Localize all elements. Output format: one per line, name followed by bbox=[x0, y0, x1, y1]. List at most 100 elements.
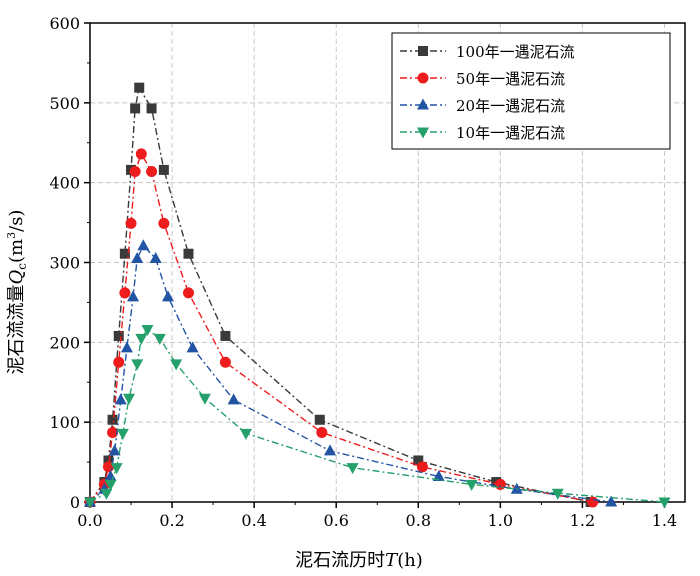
data-point bbox=[120, 341, 133, 353]
data-point bbox=[119, 248, 130, 259]
legend-marker bbox=[417, 98, 429, 110]
data-point bbox=[494, 478, 506, 490]
data-point bbox=[125, 217, 137, 229]
y-axis-title-var: Q bbox=[6, 269, 27, 284]
series-4 bbox=[84, 325, 671, 509]
data-point bbox=[107, 427, 119, 439]
y-tick-label: 500 bbox=[49, 94, 80, 113]
data-point bbox=[658, 497, 671, 509]
data-point bbox=[346, 463, 359, 475]
x-tick-label: 1.0 bbox=[488, 511, 513, 530]
y-tick-label: 0 bbox=[70, 493, 80, 512]
legend-item: 100年一遇泥石流 bbox=[400, 43, 575, 61]
data-point bbox=[134, 82, 145, 93]
legend-box bbox=[391, 32, 671, 150]
data-point bbox=[219, 356, 231, 368]
data-point bbox=[127, 290, 140, 302]
data-point bbox=[100, 488, 113, 500]
series-line bbox=[89, 328, 665, 503]
y-tick-label: 300 bbox=[49, 254, 80, 273]
legend-marker bbox=[417, 127, 429, 139]
x-axis-title-prefix: 泥石流历时 bbox=[295, 550, 385, 571]
data-point bbox=[141, 325, 154, 337]
data-point bbox=[104, 479, 117, 491]
data-point bbox=[129, 165, 141, 177]
legend-marker bbox=[417, 72, 429, 84]
data-point bbox=[227, 393, 240, 405]
y-tick-label: 400 bbox=[49, 174, 80, 193]
legend-label: 50年一遇泥石流 bbox=[456, 70, 565, 88]
y-tick-label: 100 bbox=[49, 413, 80, 432]
data-point bbox=[416, 461, 428, 473]
y-axis-title: 泥石流流量Qc(m3/s) bbox=[5, 210, 29, 375]
data-point bbox=[465, 479, 478, 491]
x-tick-label: 0.0 bbox=[77, 511, 102, 530]
data-point bbox=[158, 217, 170, 229]
y-tick-label: 600 bbox=[49, 14, 80, 33]
y-axis-title-unit-sup: 3 bbox=[5, 232, 18, 239]
data-point bbox=[239, 428, 252, 440]
data-point bbox=[131, 252, 144, 264]
data-point bbox=[510, 482, 523, 494]
data-point bbox=[324, 444, 337, 456]
legend-label: 100年一遇泥石流 bbox=[456, 43, 575, 61]
data-point bbox=[137, 239, 150, 251]
series-line bbox=[89, 244, 612, 503]
data-point bbox=[186, 341, 199, 353]
y-axis-title-sub: c bbox=[15, 263, 29, 270]
data-point bbox=[314, 414, 325, 425]
legend-item: 20年一遇泥石流 bbox=[400, 97, 565, 115]
data-point bbox=[108, 444, 121, 456]
data-point bbox=[135, 148, 147, 160]
data-point bbox=[103, 455, 114, 466]
y-tick-label: 200 bbox=[49, 333, 80, 352]
x-tick-label: 1.2 bbox=[570, 511, 595, 530]
x-tick-label: 0.2 bbox=[159, 511, 184, 530]
data-point bbox=[122, 393, 135, 405]
y-axis-title-prefix: 泥石流流量 bbox=[6, 284, 27, 374]
data-point bbox=[113, 330, 124, 341]
y-axis-title-unit-pre: (m bbox=[6, 239, 27, 263]
data-point bbox=[114, 393, 127, 405]
data-point bbox=[149, 252, 162, 264]
data-point bbox=[432, 469, 445, 481]
x-axis-title-unit: (h) bbox=[397, 550, 423, 571]
series-2 bbox=[84, 148, 599, 508]
data-point bbox=[113, 356, 125, 368]
y-axis-title-unit-post: /s) bbox=[6, 210, 27, 232]
data-point bbox=[413, 455, 424, 466]
data-point bbox=[110, 463, 123, 475]
data-point bbox=[170, 359, 183, 371]
data-point bbox=[131, 359, 144, 371]
legend-item: 10年一遇泥石流 bbox=[400, 124, 565, 142]
data-point bbox=[161, 290, 174, 302]
legend-marker bbox=[418, 46, 428, 56]
data-point bbox=[182, 287, 194, 299]
data-point bbox=[198, 393, 211, 405]
data-point bbox=[153, 333, 166, 345]
axes: 0.0 0.2 0.4 0.6 0.8 1.0 1.2 1.4 0 100 200 300 400 500… bbox=[49, 14, 686, 530]
data-point bbox=[119, 287, 131, 299]
x-axis-title-var: T bbox=[385, 550, 399, 571]
data-point bbox=[316, 427, 328, 439]
data-point bbox=[84, 497, 96, 509]
data-point bbox=[146, 103, 157, 114]
legend: 100年一遇泥石流 50年一遇泥石流 20年一遇泥石流 10年一遇泥石流 bbox=[391, 32, 671, 150]
data-point bbox=[183, 248, 194, 259]
data-point bbox=[135, 333, 148, 345]
x-axis-title: 泥石流历时T(h) bbox=[295, 550, 423, 571]
legend-label: 10年一遇泥石流 bbox=[456, 124, 565, 142]
x-tick-label: 0.6 bbox=[323, 511, 348, 530]
data-point bbox=[116, 428, 129, 440]
series-layer bbox=[84, 82, 671, 509]
data-point bbox=[107, 414, 118, 425]
data-point bbox=[605, 495, 618, 507]
data-point bbox=[220, 330, 231, 341]
legend-label: 20年一遇泥石流 bbox=[456, 97, 565, 115]
data-point bbox=[130, 103, 141, 114]
data-point bbox=[146, 165, 158, 177]
x-tick-label: 0.8 bbox=[406, 511, 431, 530]
x-tick-label: 1.4 bbox=[652, 511, 677, 530]
data-point bbox=[158, 164, 169, 175]
data-point bbox=[551, 488, 564, 500]
